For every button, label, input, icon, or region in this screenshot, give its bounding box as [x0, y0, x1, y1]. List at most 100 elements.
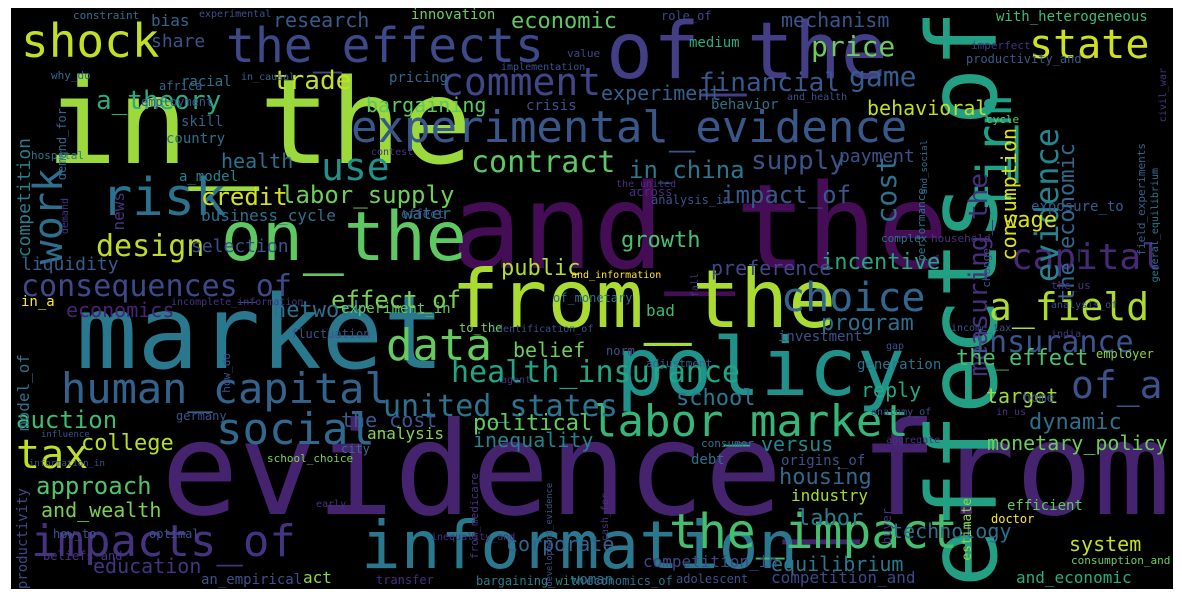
word-innovation: innovation — [411, 8, 496, 23]
word-consumption: consumption — [997, 128, 1021, 261]
word-imperfect: imperfect — [971, 39, 1031, 52]
word-experiment: experiment — [601, 81, 722, 105]
word-experimental: experimental — [199, 9, 272, 20]
word-bargaining: bargaining — [366, 93, 487, 117]
word-cycle: cycle — [986, 113, 1020, 126]
word-monetary-policy: monetary_policy — [987, 431, 1168, 455]
word-from-medicare: from_medicare — [468, 473, 481, 560]
word-trade: trade — [273, 66, 352, 96]
word-buyer: buyer — [880, 508, 894, 545]
word-household: household — [931, 232, 991, 245]
word-inequality-and: inequality_and — [431, 532, 516, 543]
word-policy: policy — [616, 321, 905, 414]
word-social: social — [216, 404, 375, 455]
word-corporate: corporate — [506, 532, 615, 556]
word-public: public — [501, 256, 581, 281]
word-act: act — [303, 568, 332, 587]
word-economics: economics — [66, 298, 175, 322]
word-bias: bias — [151, 11, 190, 30]
word-development-evidence: development_evidence — [545, 483, 555, 587]
word-home: home — [1023, 391, 1055, 406]
word-insurance: insurance — [971, 325, 1134, 360]
word-wage: wage — [1004, 208, 1057, 233]
word-program: program — [821, 311, 914, 336]
word-economic: economic — [511, 9, 617, 34]
word-adolescent: adolescent — [676, 572, 749, 586]
word-estimate: estimate — [960, 498, 975, 561]
word-change: change — [980, 248, 993, 288]
word-complex: complex — [881, 232, 928, 245]
word-and-economic: and_economic — [1016, 568, 1132, 587]
word-city: city — [341, 442, 370, 456]
word-united-states: united_states — [383, 389, 618, 424]
word-impacts-of: impacts_of — [31, 516, 296, 567]
word-and-information: and_information — [571, 270, 662, 281]
word-origins-of: origins_of — [781, 453, 866, 469]
word-aggregate: aggregate — [886, 435, 941, 446]
word-consequences-of: consequences_of — [21, 269, 292, 304]
word-effect: effect — [401, 207, 445, 221]
word-role-of: role_of — [661, 9, 712, 23]
word-implementation: implementation — [501, 62, 586, 73]
word-demand: demand — [60, 198, 71, 235]
word-incomplete-information: incomplete_information — [171, 297, 304, 308]
word-norm: norm — [606, 344, 635, 358]
word-price: price — [811, 30, 896, 63]
word-demand-for: demand_for — [55, 108, 69, 181]
word-in-china: in_china — [629, 156, 745, 184]
word-risk: risk — [101, 168, 227, 228]
word-cloud: evidence_from and_the in_the market effects_… — [11, 8, 1173, 589]
word-identification-of: identification_of — [491, 324, 594, 335]
word-transfer: transfer — [376, 573, 434, 587]
word-crisis: crisis — [526, 98, 577, 114]
word-of-monetary: of_monetary — [553, 291, 633, 305]
word-hospital: hospital — [31, 149, 84, 162]
word-africa: africa — [159, 79, 203, 93]
word-behavior: behavior — [711, 97, 779, 113]
word-on-the: on_the — [221, 198, 467, 277]
word-evidence-from: evidence_from — [161, 395, 1171, 545]
word-in-causal: in_causal — [241, 72, 296, 83]
word-impact-of: impact_of — [721, 181, 852, 209]
word-human-capital: human_capital — [61, 364, 390, 413]
word-dynamic: dynamic — [1029, 410, 1122, 435]
word-the-cost: the_cost — [341, 408, 438, 432]
word-mechanism: mechanism — [781, 8, 890, 32]
word-the-impact: the_impact — [669, 504, 958, 560]
word-labor-supply: labor_supply — [281, 181, 455, 209]
word-early: early — [316, 499, 347, 510]
word-of-the: of_the — [606, 8, 888, 97]
word-tax: tax — [16, 432, 89, 478]
word-with-heterogeneous: with_heterogeneous — [996, 9, 1148, 25]
word-employer: employer — [1096, 347, 1154, 361]
word-income-tax: income_tax — [951, 323, 1012, 334]
word-news: news — [109, 192, 128, 231]
word-to-the: to_the — [459, 321, 503, 335]
word-of-a: of_a — [1071, 363, 1163, 407]
word-why-do: why_do — [51, 69, 91, 82]
word-civil-war: civil_war — [1158, 68, 1169, 123]
word-education: education — [93, 554, 202, 578]
word-in-a: in_a — [21, 294, 55, 310]
word-anatomy-of: anatomy_of — [871, 407, 932, 418]
word-bad: bad — [646, 301, 675, 320]
word-water: water — [403, 204, 452, 223]
word-information-in: information_in — [29, 459, 105, 469]
word-and-health: and_health — [787, 92, 848, 103]
word-contest: contest — [371, 147, 414, 158]
word-target: target — [986, 384, 1059, 408]
word-equilibrium: equilibrium — [771, 552, 904, 576]
word-pricing: pricing — [389, 70, 449, 86]
word-analysis-of: analysis_of — [1051, 300, 1118, 311]
word-market: market — [76, 274, 445, 393]
word-school-choice: school_choice — [267, 452, 354, 465]
word-consumer: consumer — [701, 437, 754, 450]
word-college: college — [81, 431, 174, 456]
word-country: country — [166, 131, 226, 147]
word-behavioral: behavioral — [867, 96, 988, 120]
word-industry: industry — [791, 486, 869, 505]
word-system: system — [1069, 532, 1142, 556]
word-constraint: constraint — [73, 9, 140, 22]
word-fluctuation: fluctuation — [291, 327, 371, 341]
word-cash-for: cash_for — [600, 493, 611, 542]
